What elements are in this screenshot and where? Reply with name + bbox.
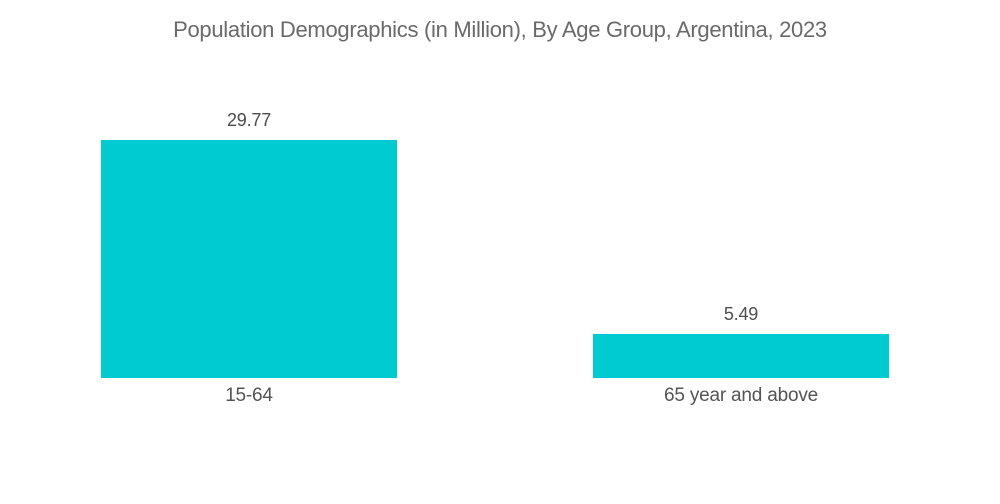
chart-title: Population Demographics (in Million), By… [173,17,827,42]
bar-group-15-64: 29.77 15-64 [101,0,397,504]
category-label-65-and-above: 65 year and above [664,385,818,406]
bar-group-65-and-above: 5.49 65 year and above [593,0,889,504]
category-label-15-64: 15-64 [225,385,273,406]
value-label-65-and-above: 5.49 [723,304,759,324]
bar-15-64[interactable] [101,140,397,378]
bar-65-and-above[interactable] [593,334,889,378]
value-label-15-64: 29.77 [226,110,272,130]
